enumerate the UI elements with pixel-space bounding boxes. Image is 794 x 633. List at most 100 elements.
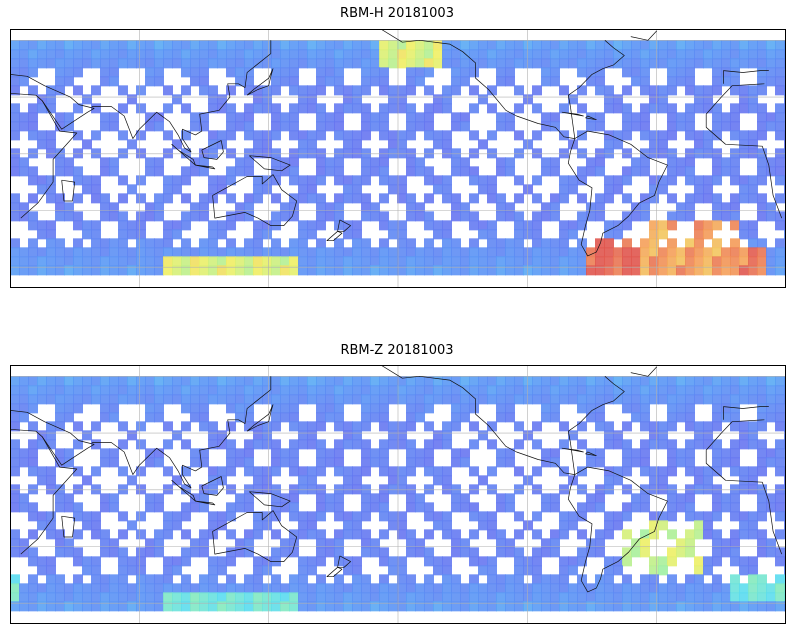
- swath-cell: [379, 175, 389, 186]
- swath-cell: [595, 529, 605, 540]
- swath-cell: [577, 49, 587, 60]
- swath-cell: [703, 139, 713, 150]
- swath-cell: [91, 220, 101, 231]
- swath-cell: [316, 448, 326, 459]
- swath-cell: [622, 130, 632, 141]
- swath-cell: [334, 211, 344, 222]
- swath-cell: [262, 430, 272, 441]
- swath-cell: [316, 256, 326, 267]
- swath-cell: [757, 58, 767, 69]
- swath-cell: [577, 556, 587, 567]
- swath-cell: [730, 112, 740, 123]
- swath-cell: [460, 58, 470, 69]
- swath-cell: [280, 67, 290, 78]
- swath-cell: [163, 439, 173, 450]
- coastline: [171, 144, 196, 166]
- swath-cell: [622, 40, 632, 51]
- swath-cell: [280, 502, 290, 513]
- swath-cell: [316, 40, 326, 51]
- swath-cell: [703, 130, 713, 141]
- swath-cell: [154, 538, 164, 549]
- swath-cell: [442, 148, 452, 159]
- swath-cell: [424, 193, 434, 204]
- swath-cell: [685, 130, 695, 141]
- swath-cell: [712, 511, 722, 522]
- swath-cell: [622, 265, 632, 276]
- swath-cell: [271, 256, 281, 267]
- swath-cell: [586, 256, 596, 267]
- swath-cell: [766, 385, 776, 396]
- swath-cell: [559, 256, 569, 267]
- swath-cell: [604, 394, 614, 405]
- swath-cell: [145, 58, 155, 69]
- swath-cell: [64, 394, 74, 405]
- swath-cell: [19, 67, 29, 78]
- swath-cell: [649, 565, 659, 576]
- swath-cell: [712, 58, 722, 69]
- swath-cell: [352, 529, 362, 540]
- swath-cell: [379, 112, 389, 123]
- swath-cell: [82, 265, 92, 276]
- swath-cell: [685, 592, 695, 603]
- swath-cell: [307, 229, 317, 240]
- swath-cell: [253, 394, 263, 405]
- swath-cell: [730, 439, 740, 450]
- swath-cell: [289, 466, 299, 477]
- swath-cell: [208, 103, 218, 114]
- swath-cell: [613, 394, 623, 405]
- swath-cell: [190, 457, 200, 468]
- swath-cell: [46, 40, 56, 51]
- swath-cell: [694, 529, 704, 540]
- swath-cell: [343, 466, 353, 477]
- swath-cell: [244, 583, 254, 594]
- swath-cell: [181, 385, 191, 396]
- swath-cell: [775, 484, 785, 495]
- swath-cell: [568, 430, 578, 441]
- swath-cell: [379, 385, 389, 396]
- swath-cell: [532, 175, 542, 186]
- swath-cell: [595, 157, 605, 168]
- swath-cell: [568, 583, 578, 594]
- swath-cell: [406, 421, 416, 432]
- swath-cell: [505, 502, 515, 513]
- swath-cell: [334, 103, 344, 114]
- swath-cell: [199, 403, 209, 414]
- swath-cell: [181, 130, 191, 141]
- swath-cell: [253, 511, 263, 522]
- swath-cell: [460, 265, 470, 276]
- swath-cell: [253, 130, 263, 141]
- swath-cell: [280, 265, 290, 276]
- swath-cell: [10, 76, 20, 87]
- swath-cell: [631, 112, 641, 123]
- swath-cell: [127, 247, 137, 258]
- swath-cell: [685, 211, 695, 222]
- swath-cell: [289, 103, 299, 114]
- swath-cell: [118, 193, 128, 204]
- swath-cell: [712, 547, 722, 558]
- swath-cell: [289, 67, 299, 78]
- swath-cell: [496, 58, 506, 69]
- swath-cell: [307, 421, 317, 432]
- swath-cell: [289, 211, 299, 222]
- swath-cell: [658, 139, 668, 150]
- swath-cell: [226, 58, 236, 69]
- swath-cell: [730, 493, 740, 504]
- swath-cell: [613, 565, 623, 576]
- swath-cell: [181, 556, 191, 567]
- swath-cell: [82, 40, 92, 51]
- swath-cell: [469, 175, 479, 186]
- swath-cell: [307, 601, 317, 612]
- swath-cell: [694, 103, 704, 114]
- swath-cell: [316, 502, 326, 513]
- swath-cell: [19, 457, 29, 468]
- swath-cell: [82, 565, 92, 576]
- swath-cell: [244, 121, 254, 132]
- swath-cell: [622, 385, 632, 396]
- swath-cell: [532, 385, 542, 396]
- swath-cell: [10, 103, 20, 114]
- swath-cell: [55, 166, 65, 177]
- swath-cell: [775, 157, 785, 168]
- swath-cell: [334, 256, 344, 267]
- swath-cell: [262, 556, 272, 567]
- swath-cell: [172, 229, 182, 240]
